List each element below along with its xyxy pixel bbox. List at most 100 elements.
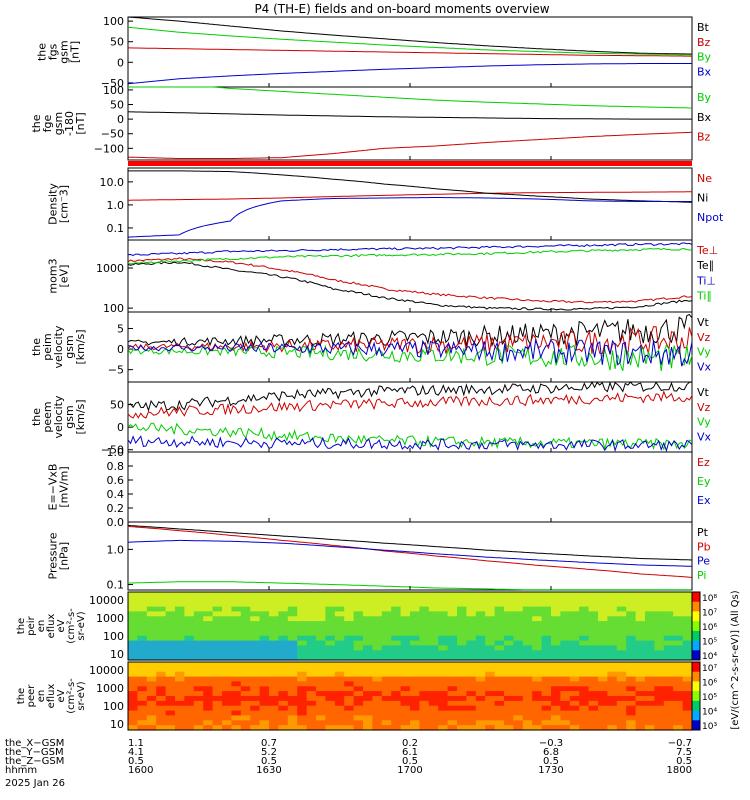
- spectro-cell: [278, 686, 289, 692]
- spectro-cell: [551, 592, 561, 598]
- spectro-cell: [156, 611, 167, 617]
- spectro-cell: [203, 691, 214, 697]
- spectro-cell: [466, 616, 477, 622]
- spectro-cell: [353, 710, 364, 717]
- spectro-cell: [522, 662, 533, 668]
- spectro-cell: [259, 650, 270, 656]
- spectro-cell: [485, 705, 496, 712]
- spectro-cell: [485, 666, 496, 673]
- spectro-cell: [682, 650, 693, 656]
- spectro-cell: [175, 666, 185, 673]
- spectro-cell: [607, 621, 618, 627]
- spectro-cell: [541, 611, 552, 617]
- spectro-cell: [560, 640, 571, 647]
- spectro-cell: [316, 601, 326, 608]
- spectro-cell: [419, 650, 430, 656]
- spectro-cell: [475, 621, 486, 627]
- spectro-cell: [663, 691, 674, 697]
- spectro-cell: [344, 720, 355, 726]
- ylabel-line: the: [30, 408, 43, 426]
- spectro-cell: [419, 662, 430, 668]
- spectro-cell: [184, 676, 195, 683]
- spectro-cell: [588, 705, 599, 712]
- spectro-cell: [222, 705, 232, 712]
- spectro-cell: [635, 611, 646, 617]
- spectro-cell: [381, 696, 392, 702]
- panel-frame: [127, 521, 693, 591]
- spectro-cell: [626, 592, 637, 598]
- spectro-cell: [579, 616, 590, 622]
- panel-frame: [127, 86, 693, 161]
- spectro-cell: [466, 596, 477, 603]
- spectro-cell: [372, 705, 383, 712]
- spectro-cell: [156, 635, 167, 642]
- spectro-cell: [353, 592, 364, 598]
- spectro-cell: [654, 611, 665, 617]
- colorbar-segment: [692, 601, 700, 612]
- spectro-cell: [278, 611, 289, 617]
- spectro-cell: [353, 606, 364, 613]
- spectro-cell: [203, 650, 214, 656]
- spectro-cell: [428, 645, 439, 651]
- spectro-cell: [325, 635, 336, 642]
- spectro-cell: [231, 700, 242, 707]
- spectro-cell: [428, 662, 439, 668]
- spectro-cell: [203, 705, 214, 712]
- spectro-cell: [419, 725, 430, 731]
- spectro-cell: [184, 720, 195, 726]
- spectro-cell: [532, 681, 543, 687]
- colorbar-tick: 10³: [702, 722, 717, 732]
- spectro-cell: [541, 691, 552, 697]
- spectro-cell: [146, 666, 157, 673]
- legend-Vz: Vz: [697, 331, 711, 344]
- spectro-cell: [466, 621, 477, 627]
- spectro-cell: [400, 635, 411, 642]
- spectro-cell: [522, 650, 533, 656]
- spectro-cell: [400, 710, 411, 717]
- spectro-cell: [663, 621, 674, 627]
- ytick-label: 0.2: [107, 502, 125, 515]
- ytick-label: 100: [103, 84, 124, 97]
- spectro-cell: [682, 616, 693, 622]
- ytick-label: −50: [101, 77, 124, 90]
- spectro-cell: [334, 720, 345, 726]
- spectro-cell: [212, 592, 223, 598]
- spectro-cell: [353, 662, 364, 668]
- spectro-cell: [616, 621, 627, 627]
- ephem-value: −0.7: [668, 738, 692, 749]
- spectro-cell: [193, 630, 204, 637]
- spectro-cell: [222, 686, 232, 692]
- series-Vx: [127, 338, 693, 367]
- spectro-cell: [522, 705, 533, 712]
- spectro-cell: [203, 666, 214, 673]
- spectro-cell: [297, 655, 308, 661]
- spectro-cell: [184, 650, 195, 656]
- spectro-cell: [428, 635, 439, 642]
- spectro-cell: [635, 606, 646, 613]
- spectro-cell: [297, 640, 308, 647]
- spectro-cell: [513, 640, 524, 647]
- spectro-cell: [607, 596, 618, 603]
- spectro-cell: [363, 635, 373, 642]
- spectro-cell: [287, 635, 298, 642]
- spectro-cell: [494, 640, 505, 647]
- spectro-cell: [222, 645, 232, 651]
- spectro-cell: [579, 686, 590, 692]
- spectro-cell: [560, 601, 571, 608]
- spectro-cell: [419, 671, 430, 678]
- spectro-cell: [391, 666, 402, 673]
- spectro-cell: [532, 626, 543, 632]
- spectro-cell: [156, 671, 167, 678]
- spectro-cell: [128, 666, 138, 673]
- ephem-label: the_Z−GSM: [5, 756, 64, 767]
- spectro-cell: [579, 696, 590, 702]
- spectro-cell: [203, 662, 214, 668]
- spectro-cell: [146, 696, 157, 702]
- spectro-cell: [184, 635, 195, 642]
- spectro-cell: [635, 715, 646, 721]
- spectro-cell: [212, 696, 223, 702]
- spectro-cell: [287, 671, 298, 678]
